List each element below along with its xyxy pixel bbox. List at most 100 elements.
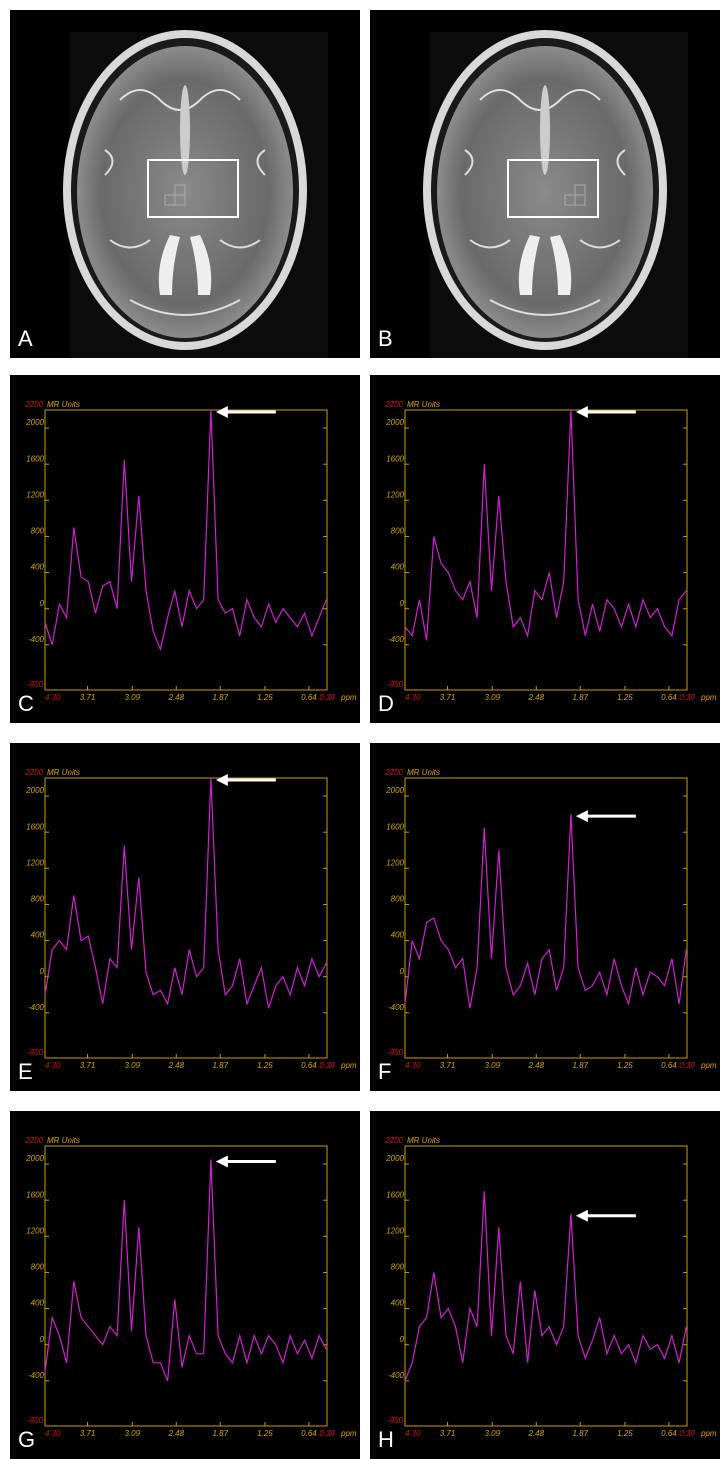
x-tick-label: 1.25: [617, 693, 633, 702]
x-tick-label: 1.25: [257, 693, 273, 702]
x-tick-label: 0.64: [661, 1429, 677, 1438]
y-tick-label: 1600: [26, 822, 44, 831]
plot-frame: [404, 409, 688, 691]
y-tick-label: 800: [31, 1263, 45, 1272]
ventricles: [158, 235, 212, 295]
spectrum-panel: -900 -400 0 400 800 1200 1600 2000 2200 MR Units 4…: [10, 1111, 360, 1459]
y-axis-label: MR Units: [407, 768, 440, 777]
panel-background: [10, 743, 360, 1091]
x-tick-label: 0.64: [301, 693, 317, 702]
spectrum-line: [404, 814, 687, 1009]
roi-box: [147, 159, 239, 218]
y-tick-label: 800: [391, 527, 405, 536]
panel-letter: B: [378, 326, 393, 351]
spectrum-line: [44, 777, 327, 1009]
y-tick-label: -400: [28, 1003, 45, 1012]
panel-letter: A: [18, 326, 33, 351]
y-tick-label: 800: [391, 895, 405, 904]
y-tick-label: 1600: [26, 454, 44, 463]
y-tick-label: 2000: [385, 418, 404, 427]
y-tick-label: -400: [28, 635, 45, 644]
y-tick-label: -900: [387, 680, 404, 689]
y-tick-label: -900: [27, 1416, 44, 1425]
y-tick-label: 1200: [386, 858, 404, 867]
y-tick-label: 2000: [385, 1154, 404, 1163]
sulci: [104, 89, 266, 316]
y-tick-label: 400: [391, 563, 405, 572]
x-tick-label: 1.87: [212, 1429, 228, 1438]
mri-image: A: [10, 10, 360, 358]
panel-letter: G: [18, 1427, 35, 1452]
spectrum-line: [404, 1191, 687, 1382]
spectrum-panel: -900 -400 0 400 800 1200 1600 2000 2200 MR Units 4…: [370, 743, 720, 1091]
panel-background: [10, 375, 360, 723]
x-axis-label: ppm: [700, 693, 717, 702]
x-tick-label: 0.39: [679, 1061, 695, 1070]
x-tick-label: 0.64: [661, 1061, 677, 1070]
y-tick-label: 2200: [384, 400, 403, 409]
y-tick-label: 2000: [385, 786, 404, 795]
y-axis-label: MR Units: [47, 400, 80, 409]
y-tick-label: 1600: [386, 822, 404, 831]
x-tick-label: 3.09: [484, 693, 500, 702]
spectrum-panel: -900 -400 0 400 800 1200 1600 2000 2200 MR Units 4…: [10, 375, 360, 723]
panel-letter: D: [378, 691, 394, 716]
y-tick-label: 1600: [386, 1190, 404, 1199]
y-tick-label: 400: [31, 1299, 45, 1308]
y-tick-label: 1200: [26, 490, 44, 499]
plot-frame: [44, 777, 328, 1059]
y-tick-label: -900: [27, 680, 44, 689]
y-tick-label: 2200: [24, 768, 43, 777]
x-tick-label: 4.30: [45, 1061, 61, 1070]
y-tick-label: 0: [40, 599, 45, 608]
y-tick-label: 400: [391, 931, 405, 940]
y-axis-label: MR Units: [407, 400, 440, 409]
y-tick-label: -900: [27, 1048, 44, 1057]
y-tick-label: -900: [387, 1416, 404, 1425]
x-tick-label: 0.39: [679, 693, 695, 702]
x-tick-label: 3.09: [484, 1061, 500, 1070]
x-tick-label: 3.71: [440, 693, 456, 702]
spectrum-line: [44, 409, 327, 652]
brain: [437, 46, 653, 338]
x-tick-label: 1.25: [617, 1061, 633, 1070]
plot-frame: [404, 777, 688, 1059]
x-tick-label: 1.25: [257, 1429, 273, 1438]
x-tick-label: 4.30: [45, 1429, 61, 1438]
x-tick-label: 0.64: [661, 693, 677, 702]
y-tick-label: 800: [391, 1263, 405, 1272]
x-tick-label: 0.39: [319, 1061, 335, 1070]
x-tick-label: 3.71: [440, 1061, 456, 1070]
y-tick-label: 1200: [26, 858, 44, 867]
y-tick-label: 400: [31, 563, 45, 572]
x-tick-label: 1.87: [212, 693, 228, 702]
y-tick-label: 0: [400, 967, 405, 976]
x-tick-label: 2.48: [167, 1429, 184, 1438]
x-tick-label: 0.39: [679, 1429, 695, 1438]
y-tick-label: 0: [40, 1335, 45, 1344]
x-axis-label: ppm: [700, 1429, 717, 1438]
y-tick-label: 0: [40, 967, 45, 976]
y-tick-label: 1200: [386, 490, 404, 499]
x-tick-label: 1.87: [572, 693, 588, 702]
x-tick-label: 3.09: [124, 693, 140, 702]
panel-letter: H: [378, 1427, 394, 1452]
x-tick-label: 1.25: [617, 1429, 633, 1438]
arrow-head: [575, 406, 588, 418]
x-axis-label: ppm: [340, 693, 357, 702]
x-tick-label: 1.25: [257, 1061, 273, 1070]
panel-letter: F: [378, 1059, 391, 1084]
roi-box: [507, 159, 599, 218]
x-tick-label: 0.39: [319, 1429, 335, 1438]
x-tick-label: 0.64: [301, 1429, 317, 1438]
y-tick-label: 2000: [25, 1154, 44, 1163]
y-tick-label: -900: [387, 1048, 404, 1057]
x-tick-label: 3.71: [440, 1429, 456, 1438]
arrow-head: [215, 774, 228, 786]
midline: [180, 85, 190, 175]
y-tick-label: 800: [31, 527, 45, 536]
x-axis-label: ppm: [340, 1061, 357, 1070]
x-tick-label: 2.48: [167, 1061, 184, 1070]
x-tick-label: 2.48: [527, 1061, 544, 1070]
y-tick-label: 1600: [386, 454, 404, 463]
